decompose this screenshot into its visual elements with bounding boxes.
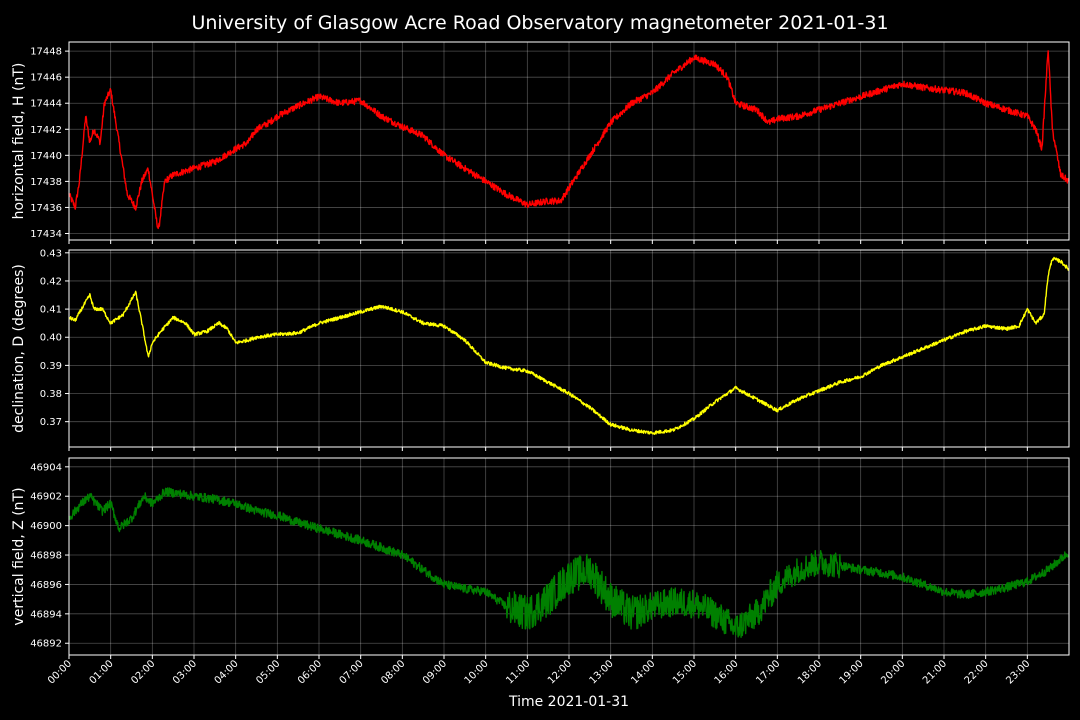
y-axis-label: horizontal field, H (nT) — [11, 63, 27, 220]
y-tick-label: 17434 — [30, 229, 62, 240]
series-line-horizontal-field — [68, 50, 1070, 230]
panel-horizontal-field: 17434 17436 17438 17440 17442 17444 17446 17448… — [11, 41, 1070, 244]
y-tick-label: 17444 — [30, 99, 62, 110]
y-tick-label: 46900 — [30, 521, 62, 532]
y-tick-label: 46904 — [30, 462, 62, 473]
y-tick-label: 46896 — [30, 580, 62, 591]
y-tick-label: 0.38 — [40, 389, 62, 400]
y-tick-label: 0.42 — [40, 276, 62, 287]
series-line-declination — [68, 256, 1070, 435]
y-tick-label: 0.43 — [40, 248, 62, 259]
panel-frame — [68, 41, 1070, 241]
panel-frame — [68, 249, 1070, 448]
y-tick-label: 17446 — [30, 73, 62, 84]
y-tick-label: 17436 — [30, 203, 62, 214]
chart-title: University of Glasgow Acre Road Observat… — [191, 12, 888, 34]
y-tick-label: 46892 — [30, 639, 62, 650]
y-tick-label: 17438 — [30, 177, 62, 188]
y-tick-label: 17442 — [30, 125, 62, 136]
y-tick-label: 0.41 — [40, 305, 62, 316]
y-tick-label: 46894 — [30, 609, 62, 620]
y-tick-label: 46902 — [30, 492, 62, 503]
y-tick-label: 46898 — [30, 551, 62, 562]
panel-vertical-field: 46892 46894 46896 46898 46900 46902 46904 verti… — [11, 457, 1070, 659]
panel-declination: 0.37 0.38 0.39 0.40 0.41 0.42 0.43 declination,… — [11, 248, 1070, 451]
y-tick-label: 17448 — [30, 47, 62, 58]
y-tick-label: 0.40 — [40, 333, 62, 344]
series-line-vertical-field — [68, 487, 1070, 638]
y-tick-label: 0.37 — [40, 417, 62, 428]
y-axis-label: vertical field, Z (nT) — [11, 487, 27, 625]
panels: 17434 17436 17438 17440 17442 17444 17446 17448… — [11, 41, 1070, 659]
y-tick-label: 17440 — [30, 151, 62, 162]
y-axis-label: declination, D (degrees) — [11, 264, 27, 433]
panel-frame — [68, 457, 1070, 656]
y-tick-label: 0.39 — [40, 361, 62, 372]
x-axis-label: Time 2021-01-31 — [508, 694, 629, 710]
